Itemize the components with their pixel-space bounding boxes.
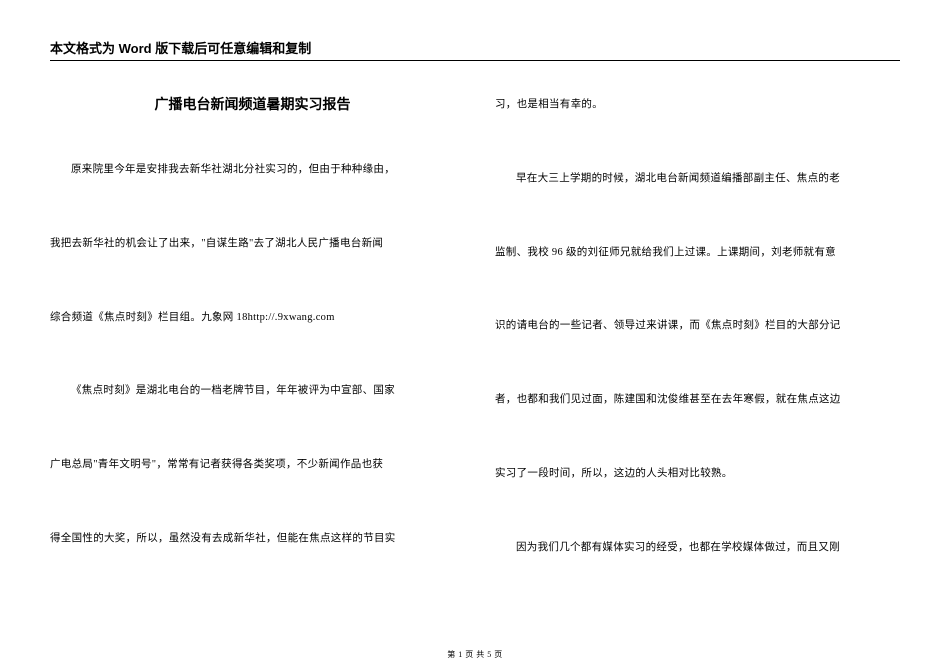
- page-content: 广播电台新闻频道暑期实习报告 原来院里今年是安排我去新华社湖北分社实习的，但由于…: [50, 72, 900, 632]
- paragraph: 《焦点时刻》是湖北电台的一档老牌节目，年年被评为中宣部、国家: [50, 383, 455, 400]
- paragraph: 综合频道《焦点时刻》栏目组。九象网 18http://.9xwang.com: [50, 310, 455, 327]
- page-footer: 第 1 页 共 5 页: [0, 649, 950, 660]
- paragraph: 实习了一段时间，所以，这边的人头相对比较熟。: [495, 466, 900, 483]
- left-column: 广播电台新闻频道暑期实习报告 原来院里今年是安排我去新华社湖北分社实习的，但由于…: [50, 72, 455, 632]
- paragraph: 我把去新华社的机会让了出来，"自谋生路"去了湖北人民广播电台新闻: [50, 236, 455, 253]
- paragraph: 监制、我校 96 级的刘征师兄就给我们上过课。上课期间，刘老师就有意: [495, 245, 900, 262]
- paragraph: 因为我们几个都有媒体实习的经受，也都在学校媒体做过，而且又刚: [495, 540, 900, 557]
- two-column-layout: 广播电台新闻频道暑期实习报告 原来院里今年是安排我去新华社湖北分社实习的，但由于…: [50, 72, 900, 632]
- paragraph: 早在大三上学期的时候，湖北电台新闻频道编播部副主任、焦点的老: [495, 171, 900, 188]
- header-text: 本文格式为 Word 版下载后可任意编辑和复制: [50, 41, 311, 56]
- right-column: 习，也是相当有幸的。 早在大三上学期的时候，湖北电台新闻频道编播部副主任、焦点的…: [495, 72, 900, 632]
- paragraph: 得全国性的大奖，所以，虽然没有去成新华社，但能在焦点这样的节目实: [50, 531, 455, 548]
- page-number: 第 1 页 共 5 页: [447, 650, 503, 659]
- paragraph: 识的请电台的一些记者、领导过来讲课，而《焦点时刻》栏目的大部分记: [495, 318, 900, 335]
- document-title: 广播电台新闻频道暑期实习报告: [50, 94, 455, 114]
- paragraph: 习，也是相当有幸的。: [495, 97, 900, 114]
- paragraph: 原来院里今年是安排我去新华社湖北分社实习的，但由于种种缘由，: [50, 162, 455, 179]
- document-header: 本文格式为 Word 版下载后可任意编辑和复制: [50, 38, 900, 61]
- paragraph: 广电总局"青年文明号"，常常有记者获得各类奖项，不少新闻作品也获: [50, 457, 455, 474]
- paragraph: 者，也都和我们见过面，陈建国和沈俊维甚至在去年寒假，就在焦点这边: [495, 392, 900, 409]
